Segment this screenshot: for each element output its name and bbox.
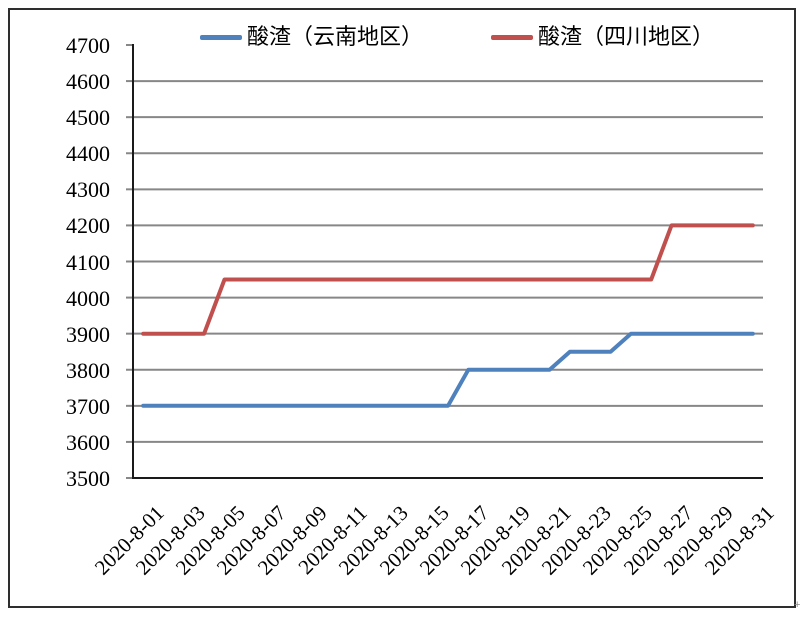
y-tick-label: 3600 bbox=[66, 429, 110, 455]
y-tick-label: 3800 bbox=[66, 357, 110, 383]
legend-item-1: 酸渣（四川地区） bbox=[491, 24, 714, 50]
legend-label: 酸渣（四川地区） bbox=[538, 24, 715, 49]
legend-item-0: 酸渣（云南地区） bbox=[200, 24, 423, 50]
y-tick-label: 3500 bbox=[66, 466, 110, 491]
series-line-0 bbox=[141, 331, 755, 408]
y-tick-label: 4400 bbox=[66, 141, 110, 167]
series-line-1 bbox=[141, 223, 755, 336]
legend-line-swatch bbox=[200, 34, 242, 40]
y-tick-label: 4200 bbox=[66, 213, 110, 239]
legend-label: 酸渣（云南地区） bbox=[247, 24, 424, 49]
y-tick-label: 4500 bbox=[66, 105, 110, 131]
y-tick-label: 3700 bbox=[66, 393, 110, 419]
y-tick-label: 4700 bbox=[66, 33, 110, 58]
chart-frame bbox=[8, 8, 796, 608]
y-tick-label: 3900 bbox=[66, 321, 110, 347]
corner-mark: + bbox=[794, 599, 801, 611]
y-tick-label: 4100 bbox=[66, 249, 110, 275]
legend-line-swatch bbox=[491, 34, 534, 40]
y-tick-label: 4300 bbox=[66, 177, 110, 203]
y-tick-label: 4000 bbox=[66, 285, 110, 311]
y-tick-label: 4600 bbox=[66, 69, 110, 95]
legend: 酸渣（云南地区） 酸渣（四川地区） bbox=[200, 24, 714, 50]
